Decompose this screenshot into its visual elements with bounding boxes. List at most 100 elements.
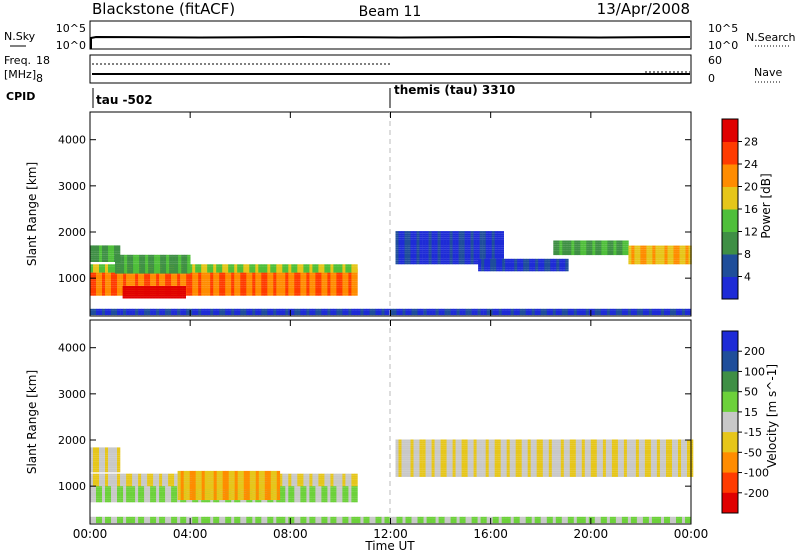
data-cell bbox=[306, 494, 310, 497]
data-cell bbox=[207, 272, 211, 275]
data-cell bbox=[138, 310, 142, 313]
data-cell bbox=[309, 281, 313, 284]
data-cell bbox=[216, 266, 220, 269]
data-cell bbox=[461, 258, 465, 261]
data-cell bbox=[255, 500, 259, 503]
data-cell bbox=[306, 473, 310, 476]
data-cell bbox=[345, 293, 349, 296]
data-cell bbox=[646, 260, 650, 263]
data-cell bbox=[288, 281, 292, 284]
data-cell bbox=[127, 269, 131, 272]
data-cell bbox=[640, 256, 644, 259]
data-cell bbox=[398, 262, 402, 265]
data-cell bbox=[318, 496, 322, 499]
data-cell bbox=[99, 272, 103, 275]
data-cell bbox=[135, 487, 139, 490]
data-cell bbox=[120, 310, 124, 313]
data-cell bbox=[129, 279, 133, 282]
data-cell bbox=[291, 264, 295, 267]
data-cell bbox=[431, 256, 435, 259]
data-cell bbox=[267, 313, 271, 316]
data-cell bbox=[526, 269, 530, 272]
data-cell bbox=[637, 256, 641, 259]
data-cell bbox=[141, 487, 145, 490]
data-cell bbox=[661, 262, 665, 265]
data-cell bbox=[622, 250, 626, 253]
data-cell bbox=[90, 287, 94, 290]
data-cell bbox=[498, 308, 502, 311]
data-cell bbox=[90, 482, 94, 485]
data-cell bbox=[529, 258, 533, 261]
data-cell bbox=[649, 260, 653, 263]
data-cell bbox=[108, 313, 112, 316]
data-cell bbox=[129, 498, 133, 501]
data-cell bbox=[276, 283, 280, 286]
data-cell bbox=[592, 242, 596, 245]
data-cell bbox=[156, 477, 160, 480]
data-cell bbox=[682, 256, 686, 259]
data-cell bbox=[348, 289, 352, 292]
data-cell bbox=[240, 268, 244, 271]
data-cell bbox=[273, 283, 277, 286]
data-cell bbox=[231, 293, 235, 296]
data-cell bbox=[435, 310, 439, 313]
data-cell bbox=[222, 272, 226, 275]
data-cell bbox=[552, 313, 557, 316]
data-cell bbox=[440, 237, 444, 240]
data-cell bbox=[417, 308, 421, 311]
data-cell bbox=[156, 479, 160, 482]
data-cell bbox=[294, 266, 298, 269]
data-cell bbox=[120, 475, 124, 478]
data-cell bbox=[327, 277, 331, 280]
data-cell bbox=[303, 266, 307, 269]
data-cell bbox=[625, 253, 629, 256]
data-cell bbox=[306, 268, 310, 271]
data-cell bbox=[285, 308, 289, 311]
data-cell bbox=[553, 258, 557, 261]
data-cell bbox=[496, 267, 500, 270]
data-cell bbox=[351, 489, 355, 492]
data-cell bbox=[399, 310, 403, 313]
data-cell bbox=[249, 268, 253, 271]
data-cell bbox=[411, 308, 415, 311]
data-cell bbox=[490, 258, 494, 261]
data-cell bbox=[306, 281, 310, 284]
data-cell bbox=[342, 279, 346, 282]
data-cell bbox=[159, 496, 163, 499]
data-cell bbox=[395, 262, 399, 265]
data-cell bbox=[571, 244, 575, 247]
data-cell bbox=[470, 258, 474, 261]
data-cell bbox=[625, 248, 629, 251]
data-cell bbox=[606, 308, 611, 311]
data-cell bbox=[163, 269, 167, 272]
data-cell bbox=[459, 313, 463, 316]
data-cell bbox=[571, 253, 575, 256]
data-cell bbox=[300, 479, 304, 482]
data-cell bbox=[488, 245, 492, 248]
data-cell bbox=[318, 484, 322, 487]
data-cell bbox=[149, 296, 153, 299]
data-cell bbox=[134, 288, 138, 291]
data-cell bbox=[648, 313, 653, 316]
data-cell bbox=[658, 245, 662, 248]
data-cell bbox=[494, 249, 498, 252]
data-cell bbox=[464, 249, 468, 252]
data-cell bbox=[261, 291, 265, 294]
data-cell bbox=[547, 258, 551, 261]
data-cell bbox=[351, 496, 355, 499]
data-cell bbox=[144, 479, 148, 482]
data-cell bbox=[646, 247, 650, 250]
data-cell bbox=[279, 494, 283, 497]
data-cell bbox=[159, 487, 163, 490]
data-cell bbox=[96, 274, 100, 277]
data-cell bbox=[508, 258, 512, 261]
data-cell bbox=[171, 484, 175, 487]
data-cell bbox=[130, 256, 134, 259]
data-cell bbox=[261, 264, 265, 267]
data-cell bbox=[252, 289, 256, 292]
data-cell bbox=[90, 475, 94, 478]
data-cell bbox=[516, 310, 520, 313]
data-cell bbox=[150, 272, 154, 275]
data-cell bbox=[434, 245, 438, 248]
data-cell bbox=[159, 491, 163, 494]
